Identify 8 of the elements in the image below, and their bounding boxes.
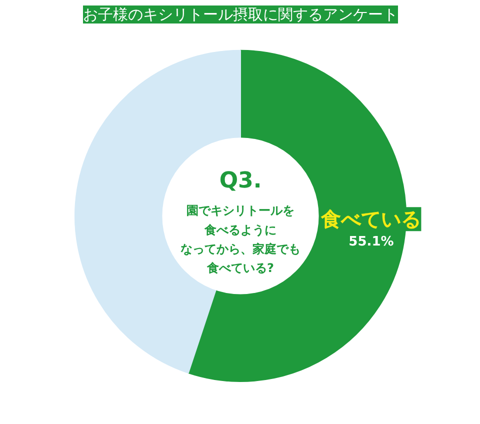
text: 食べている? bbox=[206, 261, 274, 276]
text: なってから、家庭でも bbox=[180, 242, 300, 256]
text: Q3. bbox=[219, 168, 262, 194]
text: 食べるように bbox=[204, 222, 276, 237]
slice-label: 食べている bbox=[320, 207, 422, 232]
chart-title: お子様のキシリトール摂取に関するアンケート bbox=[83, 6, 398, 24]
data-label: 55.1% bbox=[348, 234, 394, 250]
text: 園でキシリトールを bbox=[186, 204, 294, 218]
